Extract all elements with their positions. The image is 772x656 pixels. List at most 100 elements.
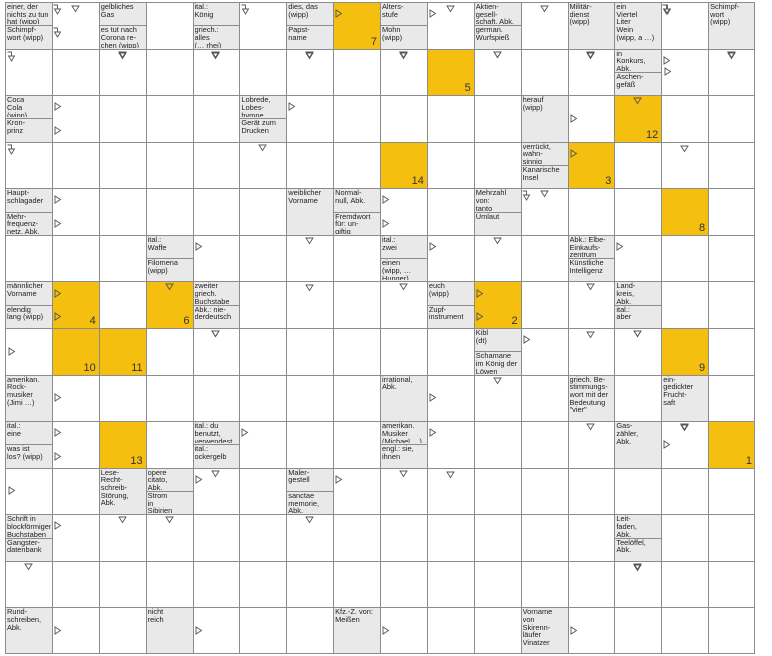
answer-cell[interactable] <box>99 142 146 189</box>
highlight-cell[interactable]: 8 <box>661 188 709 235</box>
answer-cell[interactable] <box>333 514 380 561</box>
answer-cell[interactable] <box>521 235 568 282</box>
answer-cell[interactable] <box>427 142 474 189</box>
answer-cell[interactable] <box>661 514 708 561</box>
answer-cell[interactable] <box>708 235 755 282</box>
answer-cell[interactable] <box>52 49 99 96</box>
answer-cell[interactable] <box>99 188 146 235</box>
answer-cell[interactable] <box>427 188 474 235</box>
answer-cell[interactable] <box>521 421 568 468</box>
answer-cell[interactable] <box>52 561 99 608</box>
highlight-cell[interactable]: 14 <box>380 141 427 189</box>
answer-cell[interactable] <box>568 561 615 608</box>
answer-cell[interactable] <box>99 375 146 422</box>
answer-cell[interactable] <box>661 235 708 282</box>
answer-cell[interactable] <box>521 468 568 515</box>
answer-cell[interactable] <box>239 328 286 375</box>
answer-cell[interactable] <box>708 142 755 189</box>
answer-cell[interactable] <box>708 328 755 375</box>
answer-cell[interactable] <box>708 561 755 608</box>
answer-cell[interactable] <box>521 514 568 561</box>
answer-cell[interactable] <box>193 514 240 561</box>
answer-cell[interactable] <box>5 235 52 282</box>
answer-cell[interactable] <box>568 468 615 515</box>
answer-cell[interactable] <box>427 561 474 608</box>
answer-cell[interactable] <box>99 235 146 282</box>
answer-cell[interactable] <box>146 561 193 608</box>
answer-cell[interactable] <box>146 188 193 235</box>
answer-cell[interactable] <box>614 142 661 189</box>
answer-cell[interactable] <box>333 281 380 328</box>
highlight-cell[interactable]: 4 <box>51 281 99 328</box>
answer-cell[interactable] <box>286 328 333 375</box>
answer-cell[interactable] <box>286 375 333 422</box>
answer-cell[interactable] <box>193 188 240 235</box>
answer-cell[interactable] <box>521 281 568 328</box>
answer-cell[interactable] <box>333 561 380 608</box>
answer-cell[interactable] <box>239 561 286 608</box>
answer-cell[interactable] <box>708 375 755 422</box>
answer-cell[interactable] <box>239 375 286 422</box>
highlight-cell[interactable]: 5 <box>426 48 474 96</box>
answer-cell[interactable] <box>474 561 521 608</box>
highlight-cell[interactable]: 13 <box>98 421 146 468</box>
answer-cell[interactable] <box>193 95 240 142</box>
answer-cell[interactable] <box>52 468 99 515</box>
highlight-cell[interactable]: 11 <box>98 327 146 375</box>
answer-cell[interactable] <box>146 95 193 142</box>
answer-cell[interactable] <box>333 421 380 468</box>
answer-cell[interactable] <box>661 468 708 515</box>
answer-cell[interactable] <box>427 328 474 375</box>
answer-cell[interactable] <box>380 95 427 142</box>
answer-cell[interactable] <box>708 281 755 328</box>
answer-cell[interactable] <box>146 2 193 49</box>
answer-cell[interactable] <box>193 142 240 189</box>
answer-cell[interactable] <box>474 421 521 468</box>
answer-cell[interactable] <box>661 281 708 328</box>
answer-cell[interactable] <box>568 514 615 561</box>
answer-cell[interactable] <box>239 188 286 235</box>
highlight-cell[interactable]: 3 <box>567 141 615 189</box>
answer-cell[interactable] <box>239 235 286 282</box>
highlight-cell[interactable]: 10 <box>51 327 99 375</box>
answer-cell[interactable] <box>521 49 568 96</box>
answer-cell[interactable] <box>286 561 333 608</box>
answer-cell[interactable] <box>568 188 615 235</box>
answer-cell[interactable] <box>193 561 240 608</box>
answer-cell[interactable] <box>661 95 708 142</box>
answer-cell[interactable] <box>521 561 568 608</box>
answer-cell[interactable] <box>427 514 474 561</box>
answer-cell[interactable] <box>474 95 521 142</box>
answer-cell[interactable] <box>380 561 427 608</box>
answer-cell[interactable] <box>614 188 661 235</box>
answer-cell[interactable] <box>239 49 286 96</box>
answer-cell[interactable] <box>661 561 708 608</box>
answer-cell[interactable] <box>239 607 286 654</box>
answer-cell[interactable] <box>239 468 286 515</box>
answer-cell[interactable] <box>661 607 708 654</box>
answer-cell[interactable] <box>52 142 99 189</box>
answer-cell[interactable] <box>708 468 755 515</box>
answer-cell[interactable] <box>99 607 146 654</box>
answer-cell[interactable] <box>427 95 474 142</box>
answer-cell[interactable] <box>474 142 521 189</box>
answer-cell[interactable] <box>427 607 474 654</box>
answer-cell[interactable] <box>708 514 755 561</box>
highlight-cell[interactable]: 2 <box>473 281 521 328</box>
answer-cell[interactable] <box>286 142 333 189</box>
answer-cell[interactable] <box>614 375 661 422</box>
answer-cell[interactable] <box>380 514 427 561</box>
answer-cell[interactable] <box>146 142 193 189</box>
answer-cell[interactable] <box>333 95 380 142</box>
answer-cell[interactable] <box>286 607 333 654</box>
highlight-cell[interactable]: 7 <box>333 2 380 49</box>
answer-cell[interactable] <box>614 468 661 515</box>
answer-cell[interactable] <box>286 421 333 468</box>
answer-cell[interactable] <box>99 95 146 142</box>
answer-cell[interactable] <box>146 49 193 96</box>
answer-cell[interactable] <box>146 421 193 468</box>
answer-cell[interactable] <box>333 235 380 282</box>
answer-cell[interactable] <box>474 468 521 515</box>
highlight-cell[interactable]: 1 <box>708 421 755 468</box>
highlight-cell[interactable]: 9 <box>661 327 709 375</box>
